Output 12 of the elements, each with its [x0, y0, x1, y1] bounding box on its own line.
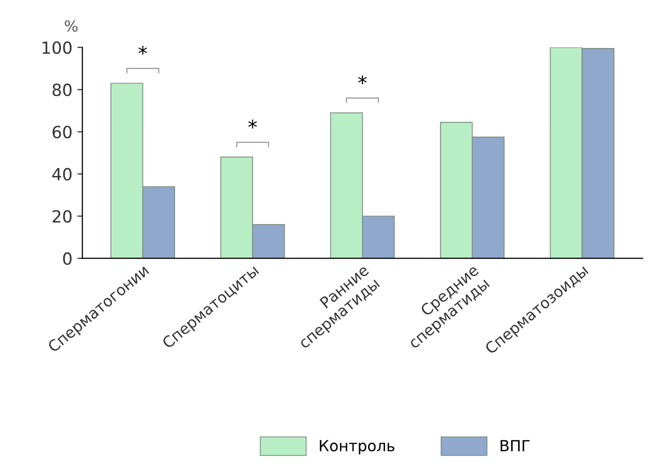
y-tick-label: 80	[52, 84, 72, 96]
y-tick-label: 20	[52, 210, 72, 223]
annotation: *	[358, 75, 367, 84]
legend-label: Контроль	[320, 440, 394, 454]
legend-label: ВПГ	[500, 440, 530, 452]
y-tick-label: 100	[42, 41, 72, 54]
annotation: *	[248, 120, 257, 128]
y-tick-label: 60	[52, 126, 72, 138]
y-axis-title: %	[64, 20, 78, 32]
y-tick-label: 40	[52, 168, 72, 181]
y-tick-label: 0	[63, 252, 72, 265]
annotation: *	[138, 46, 148, 55]
